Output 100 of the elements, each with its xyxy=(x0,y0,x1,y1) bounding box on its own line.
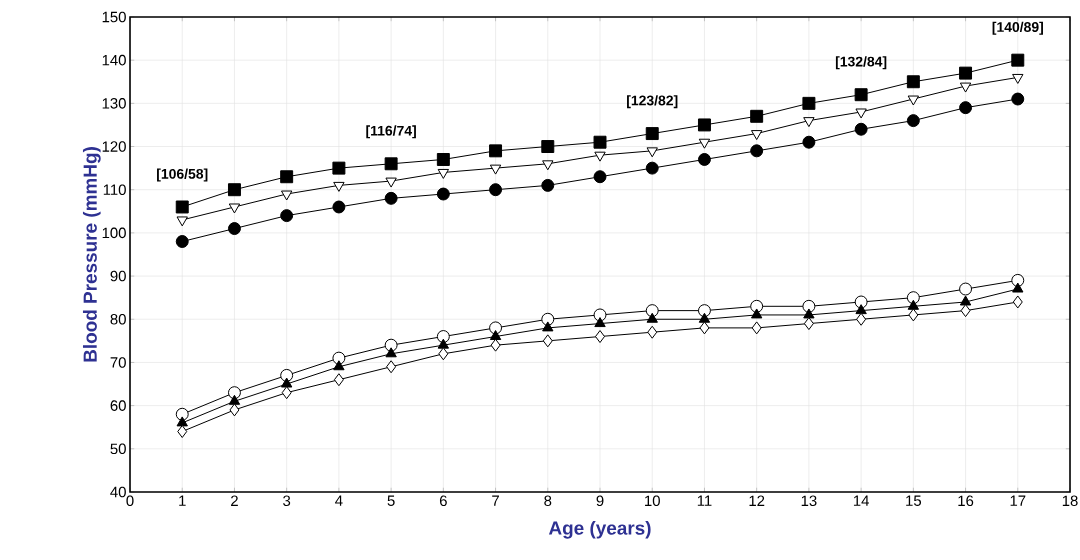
point xyxy=(176,416,188,427)
point xyxy=(751,308,763,319)
x-tick-label: 0 xyxy=(126,495,134,507)
point xyxy=(228,203,241,214)
point xyxy=(698,138,711,149)
x-tick-label: 4 xyxy=(335,495,343,506)
point xyxy=(227,222,241,236)
y-tick-label: 90 xyxy=(110,270,126,282)
point xyxy=(647,325,658,339)
point xyxy=(333,373,344,387)
point xyxy=(228,394,241,405)
point xyxy=(541,178,555,192)
point xyxy=(855,108,867,119)
point xyxy=(906,114,920,128)
point xyxy=(385,347,397,358)
point xyxy=(542,334,553,348)
point xyxy=(645,161,659,175)
point xyxy=(854,122,868,136)
point xyxy=(856,312,867,326)
point xyxy=(177,425,188,439)
point xyxy=(280,368,294,382)
point xyxy=(437,168,450,179)
y-tick-label: 100 xyxy=(102,227,126,239)
point xyxy=(333,181,345,192)
point xyxy=(908,308,919,322)
point xyxy=(332,351,346,365)
x-tick-label: 13 xyxy=(801,495,817,507)
point xyxy=(646,147,658,158)
point xyxy=(959,282,973,296)
point xyxy=(959,295,972,306)
point xyxy=(750,144,764,158)
point xyxy=(281,386,292,400)
x-tick-label: 5 xyxy=(387,495,395,506)
point xyxy=(489,144,503,158)
x-tick-label: 16 xyxy=(958,495,974,507)
annotation: [140/89] xyxy=(992,21,1043,35)
point xyxy=(281,377,293,388)
point xyxy=(541,140,555,154)
x-tick-label: 10 xyxy=(645,495,660,507)
point xyxy=(595,330,605,344)
point xyxy=(438,347,449,361)
point xyxy=(332,161,346,175)
point xyxy=(437,338,450,349)
point xyxy=(959,101,973,115)
point xyxy=(803,317,814,331)
y-tick-label: 120 xyxy=(102,141,126,152)
x-tick-label: 11 xyxy=(697,495,712,506)
y-tick-label: 110 xyxy=(103,184,126,195)
point xyxy=(227,183,241,197)
point xyxy=(645,127,659,141)
annotation: [132/84] xyxy=(835,56,887,70)
point xyxy=(541,312,555,326)
point xyxy=(332,200,346,214)
point xyxy=(1011,92,1025,106)
point xyxy=(436,153,450,166)
point xyxy=(750,299,764,313)
point xyxy=(697,153,711,166)
point xyxy=(385,177,397,188)
point xyxy=(542,160,554,171)
point xyxy=(802,135,816,149)
point xyxy=(384,338,398,352)
annotation: [106/58] xyxy=(157,168,208,182)
point xyxy=(280,170,294,184)
x-tick-label: 15 xyxy=(906,495,922,506)
point xyxy=(436,187,450,201)
point xyxy=(1011,273,1025,287)
x-tick-label: 2 xyxy=(231,495,238,506)
x-tick-label: 14 xyxy=(853,495,869,506)
point xyxy=(699,321,710,335)
point xyxy=(280,209,294,223)
x-tick-label: 7 xyxy=(492,495,499,506)
x-tick-label: 6 xyxy=(439,495,447,507)
point xyxy=(1012,73,1024,84)
x-tick-label: 3 xyxy=(283,495,291,507)
y-tick-label: 150 xyxy=(102,11,126,23)
point xyxy=(1011,53,1025,67)
point xyxy=(698,312,711,323)
point xyxy=(959,82,972,93)
point xyxy=(386,360,397,374)
point xyxy=(1012,282,1024,293)
y-tick-label: 130 xyxy=(102,98,126,109)
point xyxy=(802,299,816,313)
y-tick-label: 70 xyxy=(110,357,126,368)
point xyxy=(594,317,606,328)
point xyxy=(489,164,502,175)
point xyxy=(750,109,764,123)
point xyxy=(281,190,293,201)
point xyxy=(489,321,503,335)
point xyxy=(384,191,398,205)
point xyxy=(959,66,973,80)
point xyxy=(803,308,815,319)
point xyxy=(384,157,398,171)
y-axis-title: Blood Pressure (mmHg) xyxy=(82,147,101,362)
y-tick-label: 80 xyxy=(110,313,126,325)
annotation: [123/82] xyxy=(627,95,678,109)
point xyxy=(333,360,345,371)
point xyxy=(176,216,188,227)
point xyxy=(751,321,762,335)
point xyxy=(803,117,815,128)
point xyxy=(802,96,816,110)
